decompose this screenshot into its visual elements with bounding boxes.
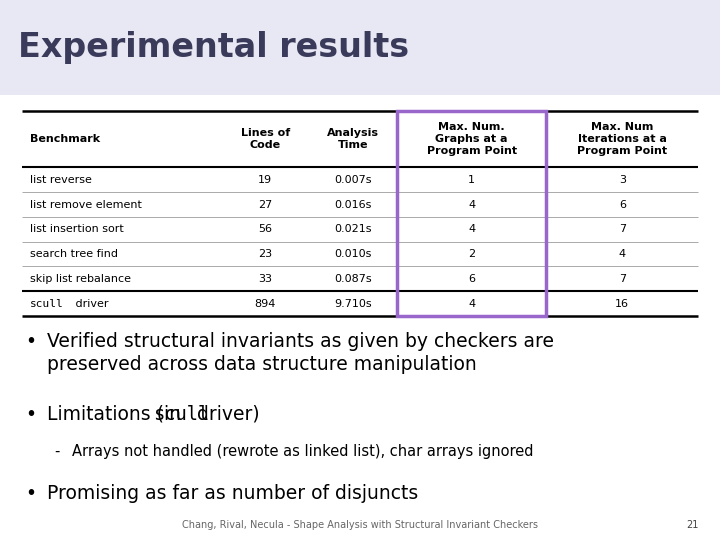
- Text: 16: 16: [616, 299, 629, 308]
- Text: 7: 7: [618, 274, 626, 284]
- Text: scull: scull: [30, 299, 64, 308]
- Text: Analysis
Time: Analysis Time: [327, 128, 379, 150]
- Text: Max. Num
Iterations at a
Program Point: Max. Num Iterations at a Program Point: [577, 122, 667, 157]
- Text: 2: 2: [468, 249, 475, 259]
- Text: Benchmark: Benchmark: [30, 134, 100, 144]
- Text: 0.007s: 0.007s: [335, 175, 372, 185]
- Text: search tree find: search tree find: [30, 249, 118, 259]
- Text: Max. Num.
Graphs at a
Program Point: Max. Num. Graphs at a Program Point: [427, 122, 517, 157]
- Text: -: -: [54, 444, 59, 459]
- Bar: [397, 111, 546, 316]
- Text: 3: 3: [618, 175, 626, 185]
- Text: 6: 6: [468, 274, 475, 284]
- Text: driver: driver: [72, 299, 109, 308]
- Text: Limitations (in: Limitations (in: [47, 405, 186, 424]
- Text: driver): driver): [191, 405, 259, 424]
- Text: •: •: [25, 484, 36, 503]
- Bar: [0, 316, 720, 540]
- Text: skip list rebalance: skip list rebalance: [30, 274, 131, 284]
- Text: 894: 894: [255, 299, 276, 308]
- Text: list insertion sort: list insertion sort: [30, 224, 124, 234]
- Text: 56: 56: [258, 224, 272, 234]
- Text: 4: 4: [468, 299, 475, 308]
- Text: 4: 4: [618, 249, 626, 259]
- Text: list remove element: list remove element: [30, 199, 142, 210]
- Text: Arrays not handled (rewrote as linked list), char arrays ignored: Arrays not handled (rewrote as linked li…: [72, 444, 534, 459]
- Text: 23: 23: [258, 249, 272, 259]
- Text: 9.710s: 9.710s: [334, 299, 372, 308]
- Text: 19: 19: [258, 175, 272, 185]
- Text: 0.021s: 0.021s: [335, 224, 372, 234]
- Text: scull: scull: [153, 405, 210, 424]
- Text: 27: 27: [258, 199, 272, 210]
- Text: 4: 4: [468, 224, 475, 234]
- Text: •: •: [25, 405, 36, 424]
- Text: 21: 21: [686, 520, 698, 530]
- Text: Promising as far as number of disjuncts: Promising as far as number of disjuncts: [47, 484, 418, 503]
- Text: 33: 33: [258, 274, 272, 284]
- Text: •: •: [25, 332, 36, 351]
- Text: list reverse: list reverse: [30, 175, 92, 185]
- Bar: [22, 111, 698, 316]
- Text: 0.010s: 0.010s: [335, 249, 372, 259]
- Text: Verified structural invariants as given by checkers are
preserved across data st: Verified structural invariants as given …: [47, 332, 554, 374]
- Text: 4: 4: [468, 199, 475, 210]
- Text: Experimental results: Experimental results: [18, 31, 409, 64]
- Text: Lines of
Code: Lines of Code: [240, 128, 290, 150]
- Bar: [0, 0, 720, 94]
- Text: 1: 1: [468, 175, 475, 185]
- Text: 0.087s: 0.087s: [334, 274, 372, 284]
- Text: Chang, Rival, Necula - Shape Analysis with Structural Invariant Checkers: Chang, Rival, Necula - Shape Analysis wi…: [182, 520, 538, 530]
- Text: 6: 6: [618, 199, 626, 210]
- Text: 7: 7: [618, 224, 626, 234]
- Text: 0.016s: 0.016s: [335, 199, 372, 210]
